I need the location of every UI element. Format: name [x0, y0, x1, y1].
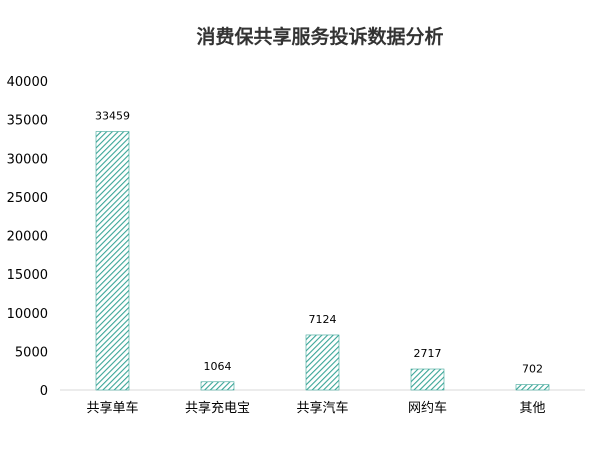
bars-group [95, 131, 550, 391]
bar-data-label: 7124 [309, 313, 337, 326]
y-tick-label: 5000 [15, 345, 48, 360]
y-tick-label: 0 [40, 384, 48, 399]
bar [95, 131, 130, 391]
x-category-label: 其他 [519, 401, 545, 416]
x-category-label: 网约车 [408, 400, 447, 416]
bar-data-label: 33459 [95, 110, 130, 123]
bar [515, 384, 550, 391]
bar-data-label: 702 [522, 363, 543, 376]
bar-data-label: 2717 [414, 347, 442, 360]
y-tick-label: 10000 [7, 307, 48, 322]
bar [305, 334, 340, 391]
x-category-label: 共享充电宝 [185, 400, 250, 416]
y-tick-label: 40000 [7, 75, 48, 90]
y-tick-label: 20000 [7, 230, 48, 245]
y-tick-label: 35000 [7, 114, 48, 129]
bar-data-label: 1064 [204, 360, 232, 373]
y-axis-ticks: 0 5000 10000 15000 20000 25000 30000 35000 40000 [7, 75, 48, 399]
chart-title: 消费保共享服务投诉数据分析 [196, 25, 443, 48]
category-labels-group: 共享单车 共享充电宝 共享汽车 网约车 其他 [86, 400, 545, 416]
y-tick-label: 25000 [7, 191, 48, 206]
x-category-label: 共享汽车 [296, 400, 348, 416]
bar [410, 368, 445, 391]
y-tick-label: 15000 [7, 268, 48, 283]
bar [200, 381, 235, 391]
x-category-label: 共享单车 [86, 400, 138, 416]
data-labels-group: 33459 1064 7124 2717 702 [95, 110, 543, 376]
y-tick-label: 30000 [7, 152, 48, 167]
